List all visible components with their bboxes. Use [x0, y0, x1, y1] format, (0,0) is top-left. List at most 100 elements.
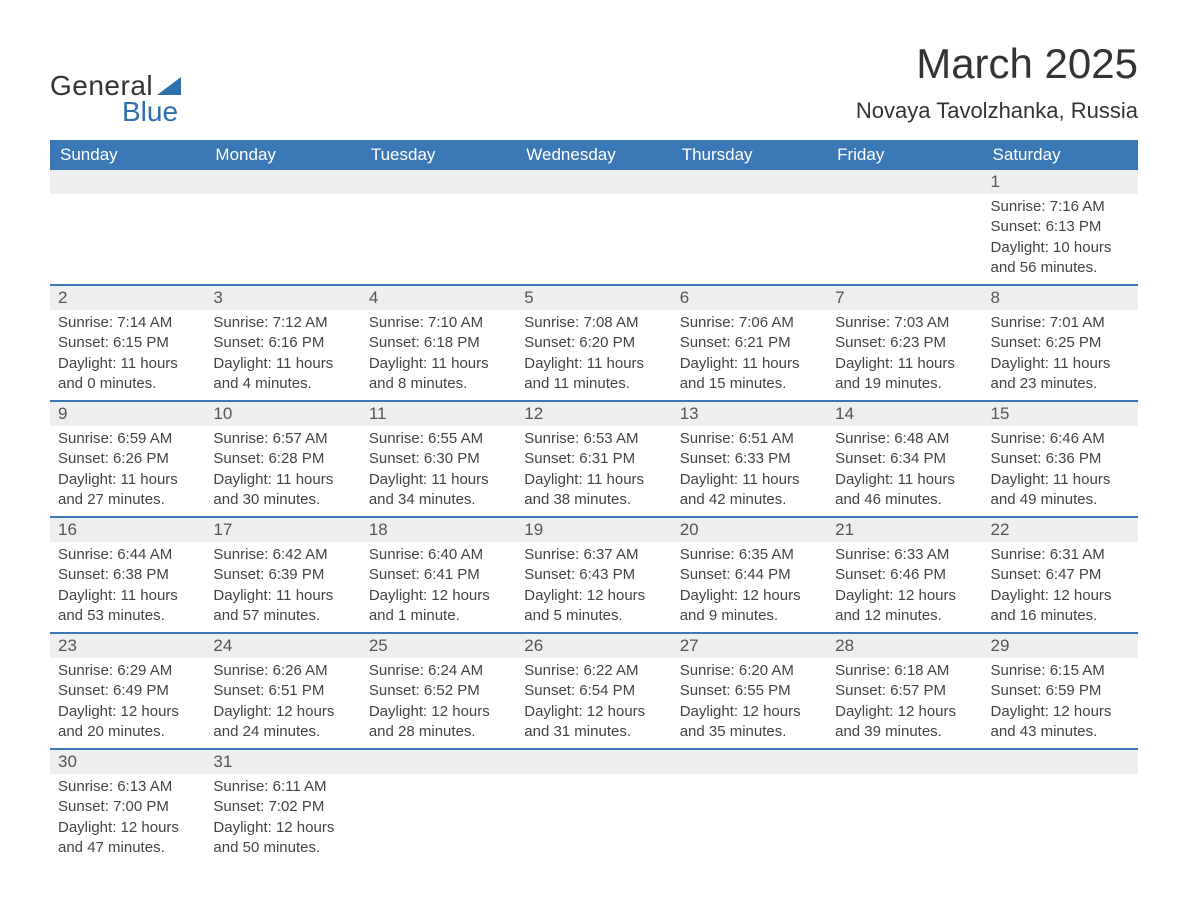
day-number: 23	[50, 634, 205, 658]
day-line: and 1 minute.	[369, 606, 508, 626]
day-line: Daylight: 11 hours	[524, 470, 663, 490]
calendar-week-row: 2Sunrise: 7:14 AMSunset: 6:15 PMDaylight…	[50, 285, 1138, 401]
day-line: and 39 minutes.	[835, 722, 974, 742]
calendar-cell: 18Sunrise: 6:40 AMSunset: 6:41 PMDayligh…	[361, 517, 516, 633]
calendar-cell	[827, 749, 982, 864]
day-line: Sunrise: 6:42 AM	[213, 545, 352, 565]
weekday-header: Saturday	[983, 140, 1138, 170]
calendar-cell: 14Sunrise: 6:48 AMSunset: 6:34 PMDayligh…	[827, 401, 982, 517]
day-line: Daylight: 11 hours	[835, 354, 974, 374]
calendar-cell: 7Sunrise: 7:03 AMSunset: 6:23 PMDaylight…	[827, 285, 982, 401]
calendar-cell: 11Sunrise: 6:55 AMSunset: 6:30 PMDayligh…	[361, 401, 516, 517]
day-content: Sunrise: 6:22 AMSunset: 6:54 PMDaylight:…	[516, 658, 671, 748]
calendar-cell: 1Sunrise: 7:16 AMSunset: 6:13 PMDaylight…	[983, 170, 1138, 285]
day-number: 7	[827, 286, 982, 310]
day-line: Sunrise: 6:11 AM	[213, 777, 352, 797]
weekday-header: Friday	[827, 140, 982, 170]
day-line: Sunrise: 6:40 AM	[369, 545, 508, 565]
day-content: Sunrise: 6:20 AMSunset: 6:55 PMDaylight:…	[672, 658, 827, 748]
calendar-cell: 25Sunrise: 6:24 AMSunset: 6:52 PMDayligh…	[361, 633, 516, 749]
calendar-cell	[516, 749, 671, 864]
day-number	[361, 170, 516, 194]
day-line: Sunrise: 6:37 AM	[524, 545, 663, 565]
day-content: Sunrise: 6:13 AMSunset: 7:00 PMDaylight:…	[50, 774, 205, 864]
day-line: Sunrise: 6:46 AM	[991, 429, 1130, 449]
day-content: Sunrise: 6:53 AMSunset: 6:31 PMDaylight:…	[516, 426, 671, 516]
day-content: Sunrise: 6:37 AMSunset: 6:43 PMDaylight:…	[516, 542, 671, 632]
day-content: Sunrise: 6:33 AMSunset: 6:46 PMDaylight:…	[827, 542, 982, 632]
month-title: March 2025	[856, 40, 1138, 88]
day-number: 17	[205, 518, 360, 542]
day-number	[516, 750, 671, 774]
day-line: and 12 minutes.	[835, 606, 974, 626]
day-line: Daylight: 12 hours	[524, 702, 663, 722]
day-content	[361, 194, 516, 254]
day-content: Sunrise: 6:40 AMSunset: 6:41 PMDaylight:…	[361, 542, 516, 632]
day-number: 6	[672, 286, 827, 310]
day-line: and 9 minutes.	[680, 606, 819, 626]
day-content	[361, 774, 516, 834]
day-content	[516, 774, 671, 834]
day-number: 31	[205, 750, 360, 774]
day-line: Sunset: 7:02 PM	[213, 797, 352, 817]
day-line: Daylight: 12 hours	[58, 702, 197, 722]
day-line: Sunset: 6:25 PM	[991, 333, 1130, 353]
day-number: 11	[361, 402, 516, 426]
day-number: 2	[50, 286, 205, 310]
day-line: Sunset: 6:26 PM	[58, 449, 197, 469]
day-line: Sunset: 6:51 PM	[213, 681, 352, 701]
day-line: Sunset: 6:46 PM	[835, 565, 974, 585]
calendar-cell	[205, 170, 360, 285]
day-line: Sunrise: 6:31 AM	[991, 545, 1130, 565]
day-line: and 15 minutes.	[680, 374, 819, 394]
day-content: Sunrise: 6:31 AMSunset: 6:47 PMDaylight:…	[983, 542, 1138, 632]
day-number: 28	[827, 634, 982, 658]
day-line: Sunset: 7:00 PM	[58, 797, 197, 817]
day-line: Daylight: 10 hours	[991, 238, 1130, 258]
day-line: Daylight: 11 hours	[369, 354, 508, 374]
day-content: Sunrise: 6:35 AMSunset: 6:44 PMDaylight:…	[672, 542, 827, 632]
day-number: 12	[516, 402, 671, 426]
day-line: Daylight: 11 hours	[58, 586, 197, 606]
day-content: Sunrise: 7:03 AMSunset: 6:23 PMDaylight:…	[827, 310, 982, 400]
day-content: Sunrise: 6:57 AMSunset: 6:28 PMDaylight:…	[205, 426, 360, 516]
day-content: Sunrise: 7:08 AMSunset: 6:20 PMDaylight:…	[516, 310, 671, 400]
day-line: Sunset: 6:59 PM	[991, 681, 1130, 701]
day-line: Daylight: 12 hours	[369, 702, 508, 722]
calendar-cell: 16Sunrise: 6:44 AMSunset: 6:38 PMDayligh…	[50, 517, 205, 633]
day-content: Sunrise: 6:26 AMSunset: 6:51 PMDaylight:…	[205, 658, 360, 748]
day-line: and 28 minutes.	[369, 722, 508, 742]
day-content	[205, 194, 360, 254]
calendar-cell	[672, 749, 827, 864]
calendar-head: Sunday Monday Tuesday Wednesday Thursday…	[50, 140, 1138, 170]
logo-text-blue: Blue	[122, 96, 181, 128]
logo-triangle-icon	[157, 77, 181, 95]
day-line: Daylight: 11 hours	[991, 354, 1130, 374]
day-line: Sunrise: 7:08 AM	[524, 313, 663, 333]
day-content: Sunrise: 6:59 AMSunset: 6:26 PMDaylight:…	[50, 426, 205, 516]
day-line: Daylight: 12 hours	[991, 586, 1130, 606]
calendar-cell: 30Sunrise: 6:13 AMSunset: 7:00 PMDayligh…	[50, 749, 205, 864]
day-line: Daylight: 11 hours	[524, 354, 663, 374]
day-line: Daylight: 12 hours	[213, 818, 352, 838]
day-number: 15	[983, 402, 1138, 426]
calendar-body: 1Sunrise: 7:16 AMSunset: 6:13 PMDaylight…	[50, 170, 1138, 864]
day-line: and 49 minutes.	[991, 490, 1130, 510]
day-line: Sunrise: 6:29 AM	[58, 661, 197, 681]
day-line: and 20 minutes.	[58, 722, 197, 742]
day-line: Daylight: 12 hours	[680, 702, 819, 722]
day-content: Sunrise: 6:11 AMSunset: 7:02 PMDaylight:…	[205, 774, 360, 864]
day-line: Sunrise: 7:06 AM	[680, 313, 819, 333]
day-content: Sunrise: 7:12 AMSunset: 6:16 PMDaylight:…	[205, 310, 360, 400]
day-number: 30	[50, 750, 205, 774]
calendar-cell: 21Sunrise: 6:33 AMSunset: 6:46 PMDayligh…	[827, 517, 982, 633]
day-content: Sunrise: 6:55 AMSunset: 6:30 PMDaylight:…	[361, 426, 516, 516]
day-line: Daylight: 11 hours	[58, 354, 197, 374]
calendar-week-row: 23Sunrise: 6:29 AMSunset: 6:49 PMDayligh…	[50, 633, 1138, 749]
day-content	[672, 774, 827, 834]
day-line: Sunset: 6:57 PM	[835, 681, 974, 701]
day-line: and 56 minutes.	[991, 258, 1130, 278]
day-line: Sunset: 6:36 PM	[991, 449, 1130, 469]
day-number	[827, 170, 982, 194]
day-line: Sunrise: 6:26 AM	[213, 661, 352, 681]
